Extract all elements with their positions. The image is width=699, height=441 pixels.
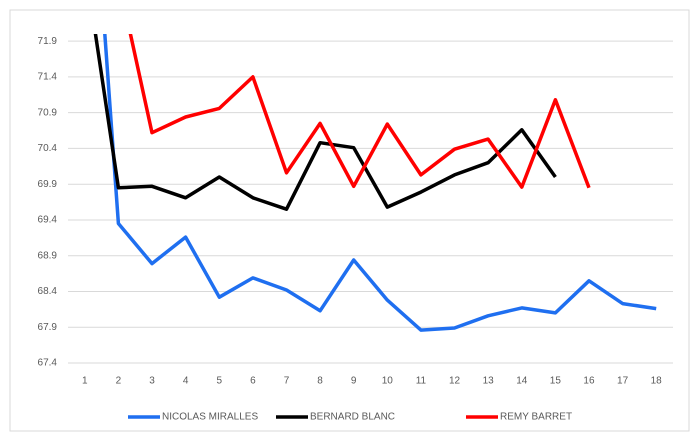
x-tick-label: 2 xyxy=(116,376,122,387)
x-tick-label: 8 xyxy=(317,376,323,387)
x-tick-label: 10 xyxy=(382,376,394,387)
x-tick-label: 15 xyxy=(550,376,562,387)
x-tick-label: 4 xyxy=(183,376,189,387)
series-line xyxy=(128,34,591,189)
series-line xyxy=(103,34,657,332)
x-tick-label: 5 xyxy=(216,376,222,387)
y-tick-label: 68.4 xyxy=(38,286,58,297)
x-tick-label: 7 xyxy=(284,376,290,387)
legend-label: NICOLAS MIRALLES xyxy=(162,412,258,423)
labels: 67.4 67.9 68.4 68.9 69.4 69.9 70.4 70.9 71.4 71.9… xyxy=(38,36,663,423)
x-tick-label: 12 xyxy=(449,376,461,387)
x-tick-label: 17 xyxy=(617,376,629,387)
plot-area xyxy=(93,34,657,332)
legend-label: BERNARD BLANC xyxy=(310,412,395,423)
y-tick-label: 68.9 xyxy=(38,250,58,261)
x-tick-label: 16 xyxy=(583,376,595,387)
y-tick-label: 71.4 xyxy=(38,72,58,83)
y-tick-label: 70.4 xyxy=(38,143,58,154)
x-tick-label: 14 xyxy=(516,376,528,387)
x-tick-label: 11 xyxy=(416,376,427,387)
chart-frame xyxy=(9,9,690,432)
y-tick-label: 71.9 xyxy=(38,36,58,47)
y-tick-label: 69.9 xyxy=(38,179,58,190)
y-tick-label: 67.9 xyxy=(38,322,58,333)
legend-label: REMY BARRET xyxy=(500,412,572,423)
y-tick-label: 69.4 xyxy=(38,215,58,226)
x-tick-label: 9 xyxy=(351,376,357,387)
x-tick-label: 13 xyxy=(483,376,495,387)
series-line xyxy=(93,34,557,211)
x-tick-label: 3 xyxy=(149,376,155,387)
x-tick-label: 18 xyxy=(651,376,663,387)
y-tick-label: 70.9 xyxy=(38,107,58,118)
x-tick-label: 6 xyxy=(250,376,256,387)
x-tick-label: 1 xyxy=(82,376,88,387)
y-tick-label: 67.4 xyxy=(38,358,58,369)
grid xyxy=(68,40,673,364)
